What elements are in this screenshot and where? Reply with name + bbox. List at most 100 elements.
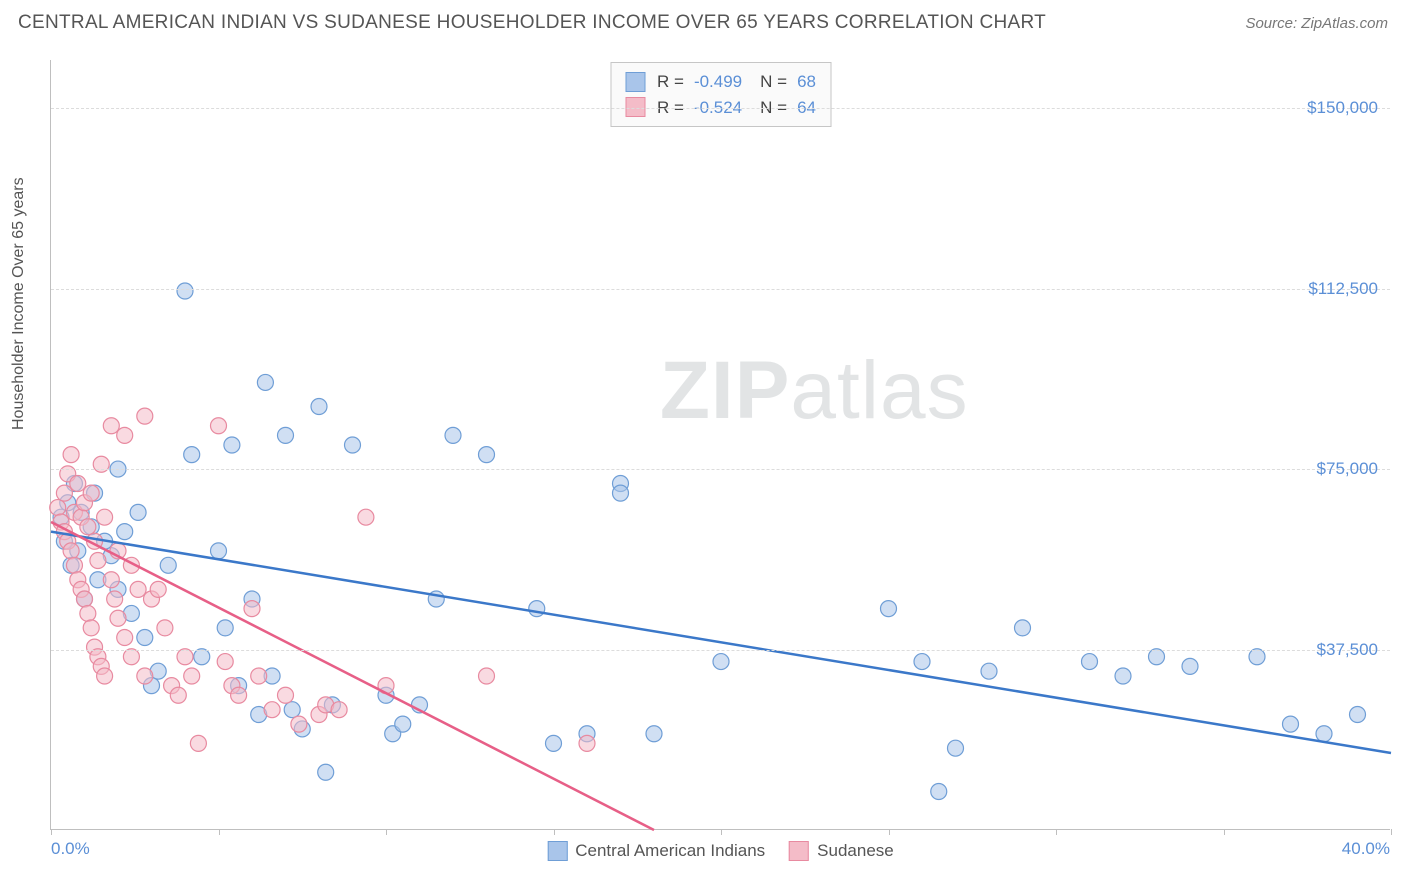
data-point <box>1015 620 1031 636</box>
data-point <box>264 702 280 718</box>
y-tick-label: $150,000 <box>1307 98 1378 118</box>
data-point <box>881 601 897 617</box>
data-point <box>278 427 294 443</box>
data-point <box>529 601 545 617</box>
data-point <box>150 581 166 597</box>
data-point <box>117 524 133 540</box>
x-tick <box>386 829 387 835</box>
data-point <box>77 591 93 607</box>
data-point <box>579 735 595 751</box>
x-tick <box>554 829 555 835</box>
data-point <box>395 716 411 732</box>
legend-item-b: Sudanese <box>789 841 894 861</box>
gridline <box>51 650 1390 651</box>
data-point <box>914 654 930 670</box>
data-point <box>117 630 133 646</box>
data-point <box>217 654 233 670</box>
stats-legend: R =-0.499 N =68 R =-0.524 N =64 <box>610 62 831 127</box>
data-point <box>318 764 334 780</box>
data-point <box>1249 649 1265 665</box>
data-point <box>63 447 79 463</box>
source-attribution: Source: ZipAtlas.com <box>1245 15 1388 32</box>
y-tick-label: $37,500 <box>1317 640 1378 660</box>
stats-row-series-a: R =-0.499 N =68 <box>625 69 816 95</box>
data-point <box>117 427 133 443</box>
y-axis-label: Householder Income Over 65 years <box>10 177 28 430</box>
data-point <box>311 399 327 415</box>
data-point <box>107 591 123 607</box>
data-point <box>445 427 461 443</box>
data-point <box>1149 649 1165 665</box>
data-point <box>948 740 964 756</box>
x-tick <box>1224 829 1225 835</box>
data-point <box>137 408 153 424</box>
data-point <box>80 519 96 535</box>
data-point <box>1316 726 1332 742</box>
data-point <box>1283 716 1299 732</box>
chart-plot-area: ZIPatlas R =-0.499 N =68 R =-0.524 N =64… <box>50 60 1390 830</box>
swatch-series-a <box>625 72 645 92</box>
x-tick <box>51 829 52 835</box>
gridline <box>51 469 1390 470</box>
data-point <box>190 735 206 751</box>
x-tick <box>219 829 220 835</box>
data-point <box>257 374 273 390</box>
data-point <box>90 553 106 569</box>
data-point <box>546 735 562 751</box>
data-point <box>184 668 200 684</box>
data-point <box>56 485 72 501</box>
data-point <box>160 557 176 573</box>
data-point <box>244 601 260 617</box>
data-point <box>70 476 86 492</box>
data-point <box>130 581 146 597</box>
y-tick-label: $112,500 <box>1308 279 1378 299</box>
chart-title: CENTRAL AMERICAN INDIAN VS SUDANESE HOUS… <box>18 12 1046 34</box>
data-point <box>217 620 233 636</box>
x-tick <box>1056 829 1057 835</box>
data-point <box>1082 654 1098 670</box>
data-point <box>83 485 99 501</box>
data-point <box>177 649 193 665</box>
data-point <box>646 726 662 742</box>
x-tick <box>721 829 722 835</box>
data-point <box>80 605 96 621</box>
data-point <box>177 283 193 299</box>
data-point <box>284 702 300 718</box>
data-point <box>291 716 307 732</box>
data-point <box>194 649 210 665</box>
data-point <box>331 702 347 718</box>
data-point <box>66 557 82 573</box>
data-point <box>103 418 119 434</box>
data-point <box>170 687 186 703</box>
data-point <box>211 543 227 559</box>
data-point <box>63 543 79 559</box>
data-point <box>137 668 153 684</box>
data-point <box>713 654 729 670</box>
data-point <box>358 509 374 525</box>
header: CENTRAL AMERICAN INDIAN VS SUDANESE HOUS… <box>0 0 1406 42</box>
data-point <box>211 418 227 434</box>
data-point <box>97 668 113 684</box>
data-point <box>345 437 361 453</box>
y-tick-label: $75,000 <box>1317 459 1378 479</box>
data-point <box>224 437 240 453</box>
x-tick <box>1391 829 1392 835</box>
data-point <box>1182 658 1198 674</box>
data-point <box>97 509 113 525</box>
legend-item-a: Central American Indians <box>547 841 765 861</box>
legend-swatch-b <box>789 841 809 861</box>
data-point <box>83 620 99 636</box>
gridline <box>51 108 1390 109</box>
data-point <box>1350 707 1366 723</box>
data-point <box>251 668 267 684</box>
series-legend: Central American Indians Sudanese <box>547 841 894 861</box>
data-point <box>479 447 495 463</box>
data-point <box>479 668 495 684</box>
data-point <box>50 500 66 516</box>
scatter-plot-svg <box>51 60 1390 829</box>
data-point <box>613 485 629 501</box>
data-point <box>157 620 173 636</box>
data-point <box>110 610 126 626</box>
data-point <box>137 630 153 646</box>
data-point <box>931 784 947 800</box>
